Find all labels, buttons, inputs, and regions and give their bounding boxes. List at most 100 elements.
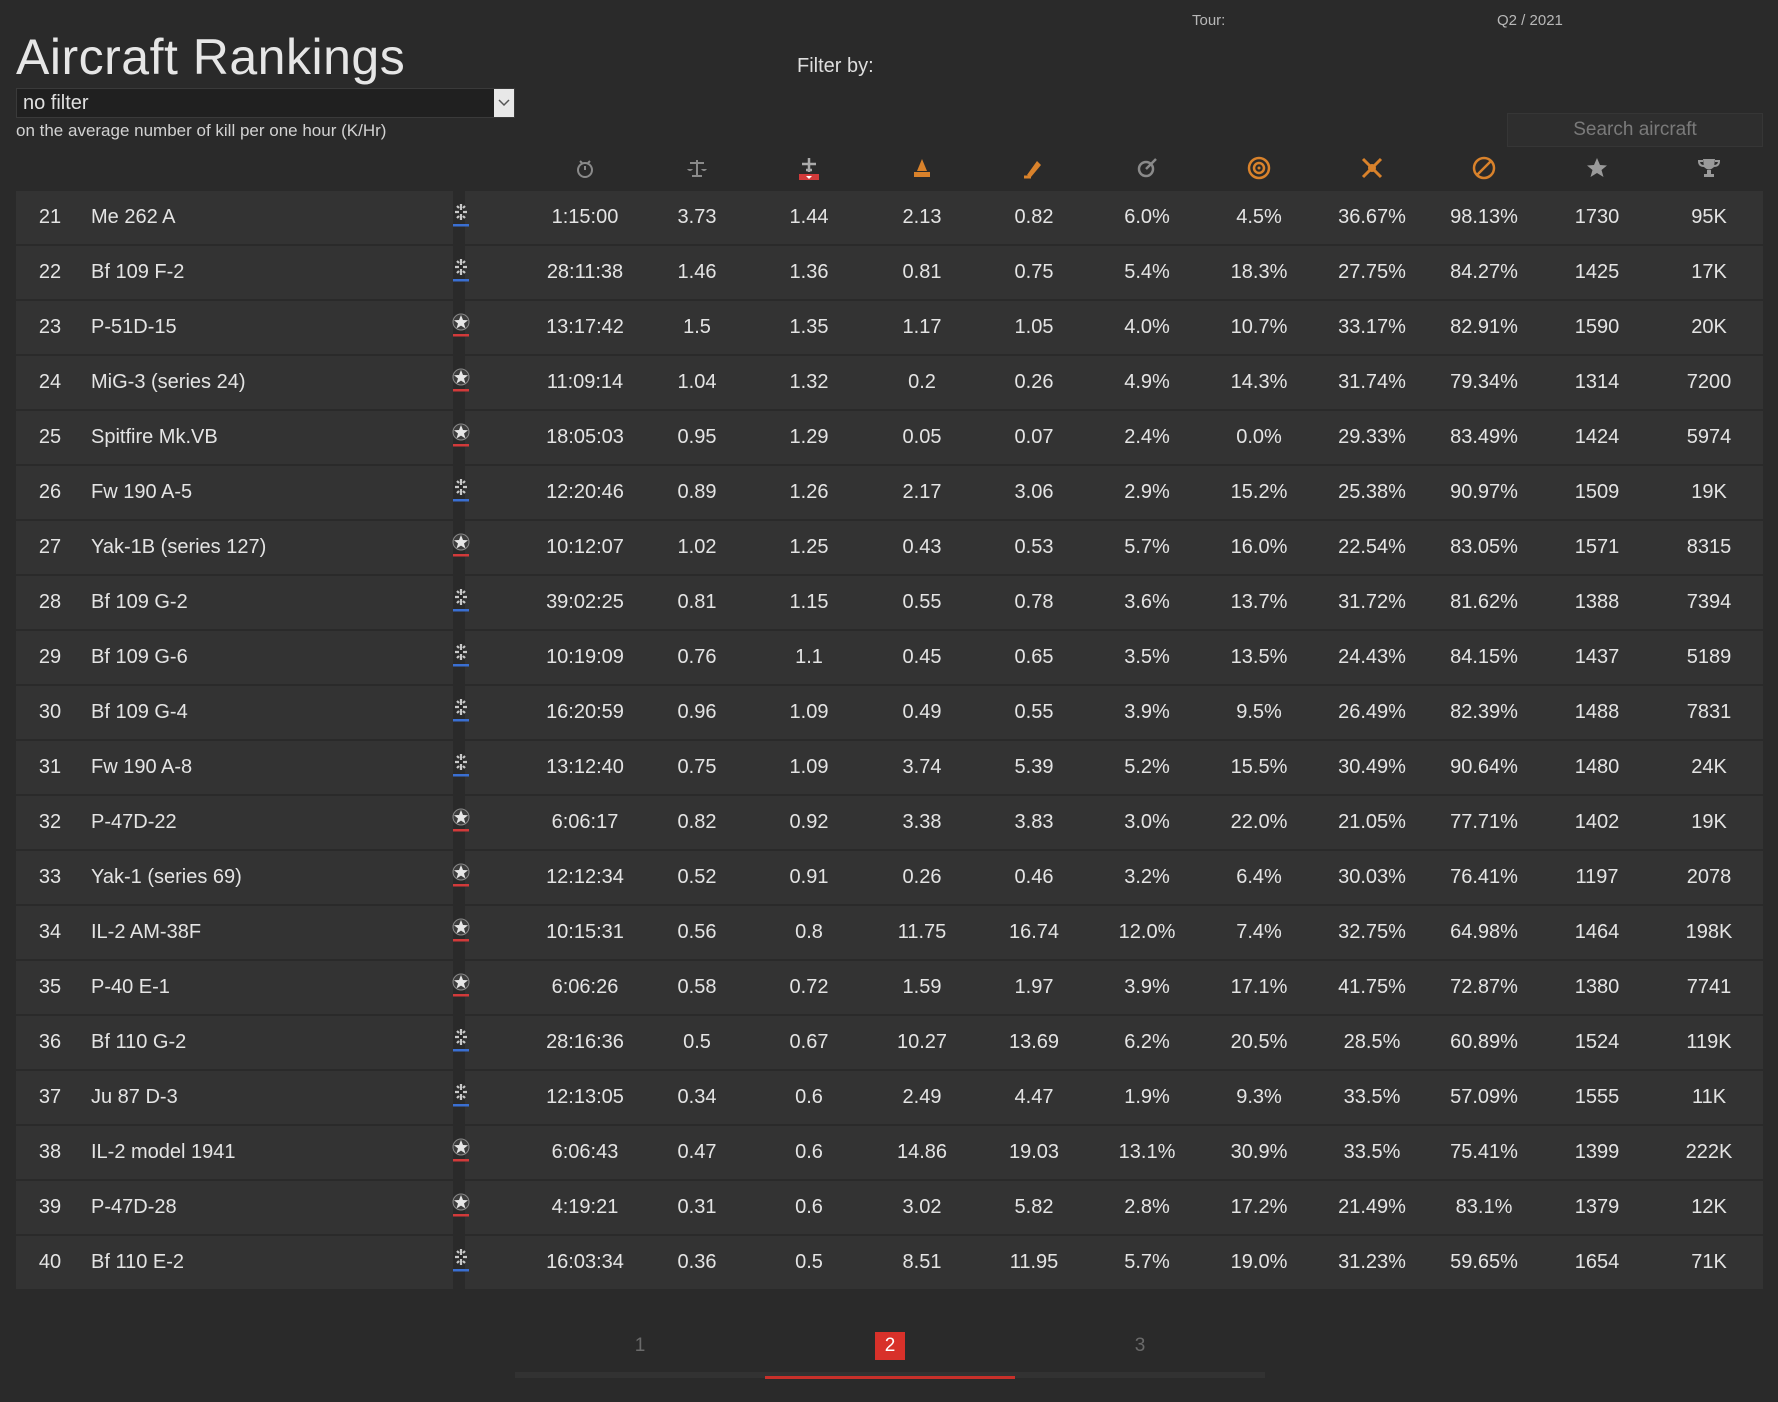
table-row[interactable]: 37 Ju 87 D-3 12:13:05 0.34 0.6 2.49 4.47 1.9% 9.… [16,1071,1763,1126]
aircraft-name[interactable]: MiG-3 (series 24) [91,371,246,393]
stat-cell: 75.41% [1450,1141,1518,1163]
star-icon[interactable] [1577,148,1617,188]
aircraft-name[interactable]: IL-2 AM-38F [91,921,202,943]
stat-cell: 3.5% [1124,646,1170,668]
aircraft-name[interactable]: Spitfire Mk.VB [91,426,218,448]
stat-cell: 0.26 [902,866,942,888]
table-row[interactable]: 36 Bf 110 G-2 28:16:36 0.5 0.67 10.27 13.69 6.2… [16,1016,1763,1071]
stat-cell: 82.39% [1450,701,1518,723]
stat-cell: 1555 [1574,1086,1620,1108]
stat-cell: 0.53 [1014,536,1054,558]
stat-cell: 1.46 [677,261,717,283]
stat-cell: 8315 [1686,536,1732,558]
stat-cell: 7.4% [1236,921,1282,943]
table-row[interactable]: 25 Spitfire Mk.VB 18:05:03 0.95 1.29 0.05 0.07… [16,411,1763,466]
aircraft-name[interactable]: Fw 190 A-8 [91,756,193,778]
stat-cell: 26.49% [1338,701,1406,723]
stat-cell: 0.91 [789,866,829,888]
table-row[interactable]: 39 P-47D-28 4:19:21 0.31 0.6 3.02 5.82 2.8% 17.2… [16,1181,1763,1236]
ground-target-icon[interactable] [902,148,942,188]
stopwatch-icon[interactable] [565,148,605,188]
table-row[interactable]: 24 MiG-3 (series 24) 11:09:14 1.04 1.32 0.2 0.… [16,356,1763,411]
stat-cell: 1425 [1574,261,1620,283]
allies-flag-icon [450,421,472,451]
stat-cell: 0.6 [795,1196,823,1218]
aircraft-name[interactable]: Yak-1B (series 127) [91,536,267,558]
stat-cell: 1.09 [789,756,829,778]
trophy-icon[interactable] [1689,148,1729,188]
rank-number: 38 [38,1141,62,1163]
stat-cell: 31.23% [1338,1251,1406,1273]
tour-label: Tour: [1192,12,1226,29]
table-row[interactable]: 29 Bf 109 G-6 10:19:09 0.76 1.1 0.45 0.65 3.5% 1… [16,631,1763,686]
aircraft-kill-icon[interactable] [789,148,829,188]
table-row[interactable]: 28 Bf 109 G-2 39:02:25 0.81 1.15 0.55 0.78 3.6%… [16,576,1763,631]
stat-cell: 1571 [1574,536,1620,558]
stat-cell: 6:06:26 [551,976,619,998]
stat-cell: 2.9% [1124,481,1170,503]
aircraft-name[interactable]: Bf 109 G-6 [91,646,188,668]
bailout-icon[interactable] [1352,148,1392,188]
stat-cell: 57.09% [1450,1086,1518,1108]
stat-cell: 13:12:40 [546,756,624,778]
target-icon[interactable] [1239,148,1279,188]
stat-cell: 71K [1691,1251,1727,1273]
rank-number: 27 [38,536,62,558]
table-row[interactable]: 22 Bf 109 F-2 28:11:38 1.46 1.36 0.81 0.75 5.4%… [16,246,1763,301]
table-row[interactable]: 32 P-47D-22 6:06:17 0.82 0.92 3.38 3.83 3.0% 22.… [16,796,1763,851]
stat-cell: 18.3% [1230,261,1288,283]
stat-cell: 11.95 [1009,1251,1059,1273]
chevron-down-icon[interactable] [494,89,514,117]
table-row[interactable]: 31 Fw 190 A-8 13:12:40 0.75 1.09 3.74 5.39 5.2%… [16,741,1763,796]
stat-cell: 0.58 [677,976,717,998]
aircraft-name[interactable]: P-47D-28 [91,1196,177,1218]
table-row[interactable]: 40 Bf 110 E-2 16:03:34 0.36 0.5 8.51 11.95 5.7%… [16,1236,1763,1291]
aircraft-name[interactable]: Bf 109 G-4 [91,701,188,723]
table-row[interactable]: 35 P-40 E-1 6:06:26 0.58 0.72 1.59 1.97 3.9% 17.… [16,961,1763,1016]
stat-cell: 0.6 [795,1086,823,1108]
stat-cell: 1.97 [1014,976,1054,998]
stat-cell: 0.78 [1014,591,1054,613]
table-row[interactable]: 34 IL-2 AM-38F 10:15:31 0.56 0.8 11.75 16.74 12… [16,906,1763,961]
table-row[interactable]: 26 Fw 190 A-5 12:20:46 0.89 1.26 2.17 3.06 2.9%… [16,466,1763,521]
aircraft-name[interactable]: Bf 109 G-2 [91,591,188,613]
stat-cell: 1.05 [1014,316,1054,338]
table-row[interactable]: 30 Bf 109 G-4 16:20:59 0.96 1.09 0.49 0.55 3.9%… [16,686,1763,741]
tour-value[interactable]: Q2 / 2021 [1497,12,1563,29]
stat-cell: 10.7% [1230,316,1288,338]
aircraft-name[interactable]: P-51D-15 [91,316,177,338]
search-input[interactable] [1507,113,1763,147]
balance-scale-icon[interactable] [677,148,717,188]
aircraft-name[interactable]: Fw 190 A-5 [91,481,193,503]
table-row[interactable]: 21 Me 262 A 1:15:00 3.73 1.44 2.13 0.82 6.0% 4.5… [16,191,1763,246]
ground-target-hour-icon[interactable] [1014,148,1054,188]
aircraft-name[interactable]: Bf 110 E-2 [91,1251,185,1273]
table-row[interactable]: 27 Yak-1B (series 127) 10:12:07 1.02 1.25 0.4… [16,521,1763,576]
stat-cell: 59.65% [1450,1251,1518,1273]
stat-cell: 6.0% [1124,206,1170,228]
table-row[interactable]: 33 Yak-1 (series 69) 12:12:34 0.52 0.91 0.26 0… [16,851,1763,906]
aircraft-name[interactable]: P-47D-22 [91,811,177,833]
page-2-button[interactable]: 2 [875,1332,905,1360]
aircraft-name[interactable]: IL-2 model 1941 [91,1141,236,1163]
aircraft-name[interactable]: Me 262 A [91,206,176,228]
survival-icon[interactable] [1464,148,1504,188]
aircraft-name[interactable]: P-40 E-1 [91,976,170,998]
rank-number: 40 [38,1251,62,1273]
stat-cell: 81.62% [1450,591,1518,613]
page-3-button[interactable]: 3 [1134,1335,1146,1356]
stat-cell: 7741 [1686,976,1732,998]
allies-flag-icon [450,1136,472,1166]
axis-flag-icon [450,586,472,616]
stat-cell: 16:03:34 [546,1251,624,1273]
table-row[interactable]: 38 IL-2 model 1941 6:06:43 0.47 0.6 14.86 19.0… [16,1126,1763,1181]
table-row[interactable]: 23 P-51D-15 13:17:42 1.5 1.35 1.17 1.05 4.0% 10.… [16,301,1763,356]
filter-select[interactable]: no filter [16,88,515,118]
aircraft-name[interactable]: Bf 109 F-2 [91,261,185,283]
aircraft-name[interactable]: Ju 87 D-3 [91,1086,178,1108]
accuracy-icon[interactable] [1127,148,1167,188]
aircraft-name[interactable]: Bf 110 G-2 [91,1031,187,1053]
page-1-button[interactable]: 1 [634,1335,646,1356]
aircraft-name[interactable]: Yak-1 (series 69) [91,866,242,888]
stat-cell: 4.0% [1124,316,1170,338]
